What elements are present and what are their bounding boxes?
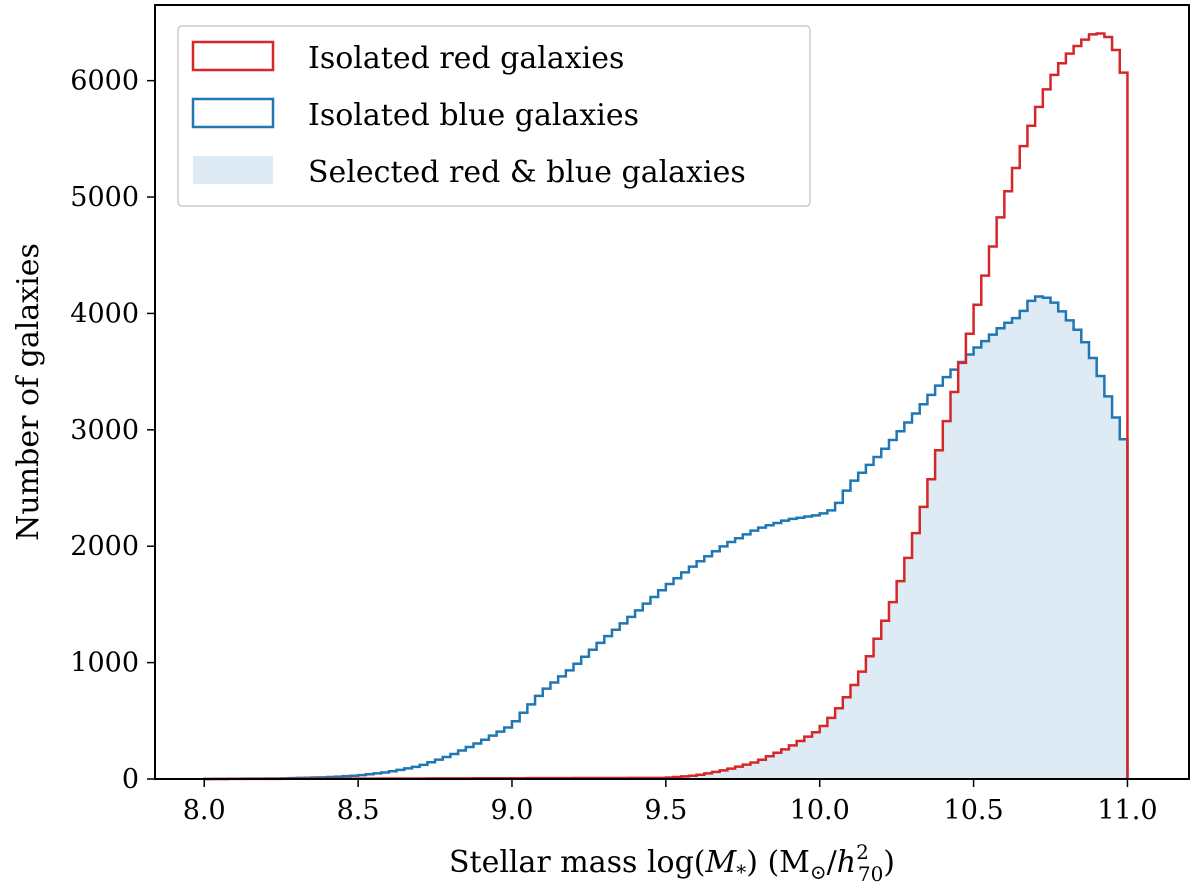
x-tick-label: 10.0 [790,795,850,826]
y-tick-label: 6000 [70,66,139,97]
legend-selected-swatch [193,156,273,184]
x-tick-label: 10.5 [944,795,1004,826]
legend-red-label: Isolated red galaxies [308,41,624,76]
x-tick-label: 9.0 [490,795,533,826]
y-tick-label: 5000 [70,182,139,213]
x-axis-ticks: 8.0 8.5 9.0 9.5 10.0 10.5 11.0 [183,779,1158,826]
x-tick-label: 8.5 [337,795,380,826]
y-tick-label: 1000 [70,648,139,679]
legend-blue-label: Isolated blue galaxies [308,98,639,133]
y-axis-ticks: 0 1000 2000 3000 4000 5000 6000 [70,66,155,795]
axes-frame [154,4,1190,780]
selected-fill-layer [204,296,1128,779]
legend: Isolated red galaxies Isolated blue gala… [177,25,811,207]
x-tick-label: 11.0 [1097,795,1157,826]
legend-box [177,25,811,207]
selected-galaxies-fill [204,296,1128,779]
y-tick-label: 2000 [70,531,139,562]
y-tick-label: 3000 [70,415,139,446]
x-axis-label: Stellar mass log(M*) (M⊙/h2 70) [449,840,895,886]
legend-selected-label: Selected red & blue galaxies [308,155,746,190]
y-tick-label: 0 [122,764,139,795]
blue-galaxies-step [202,295,1129,781]
y-axis-label: Number of galaxies [11,243,46,541]
legend-blue-swatch [191,97,275,129]
y-tick-label: 4000 [70,298,139,329]
legend-red-swatch [191,40,275,72]
x-tick-label: 8.0 [183,795,226,826]
x-tick-label: 9.5 [644,795,687,826]
